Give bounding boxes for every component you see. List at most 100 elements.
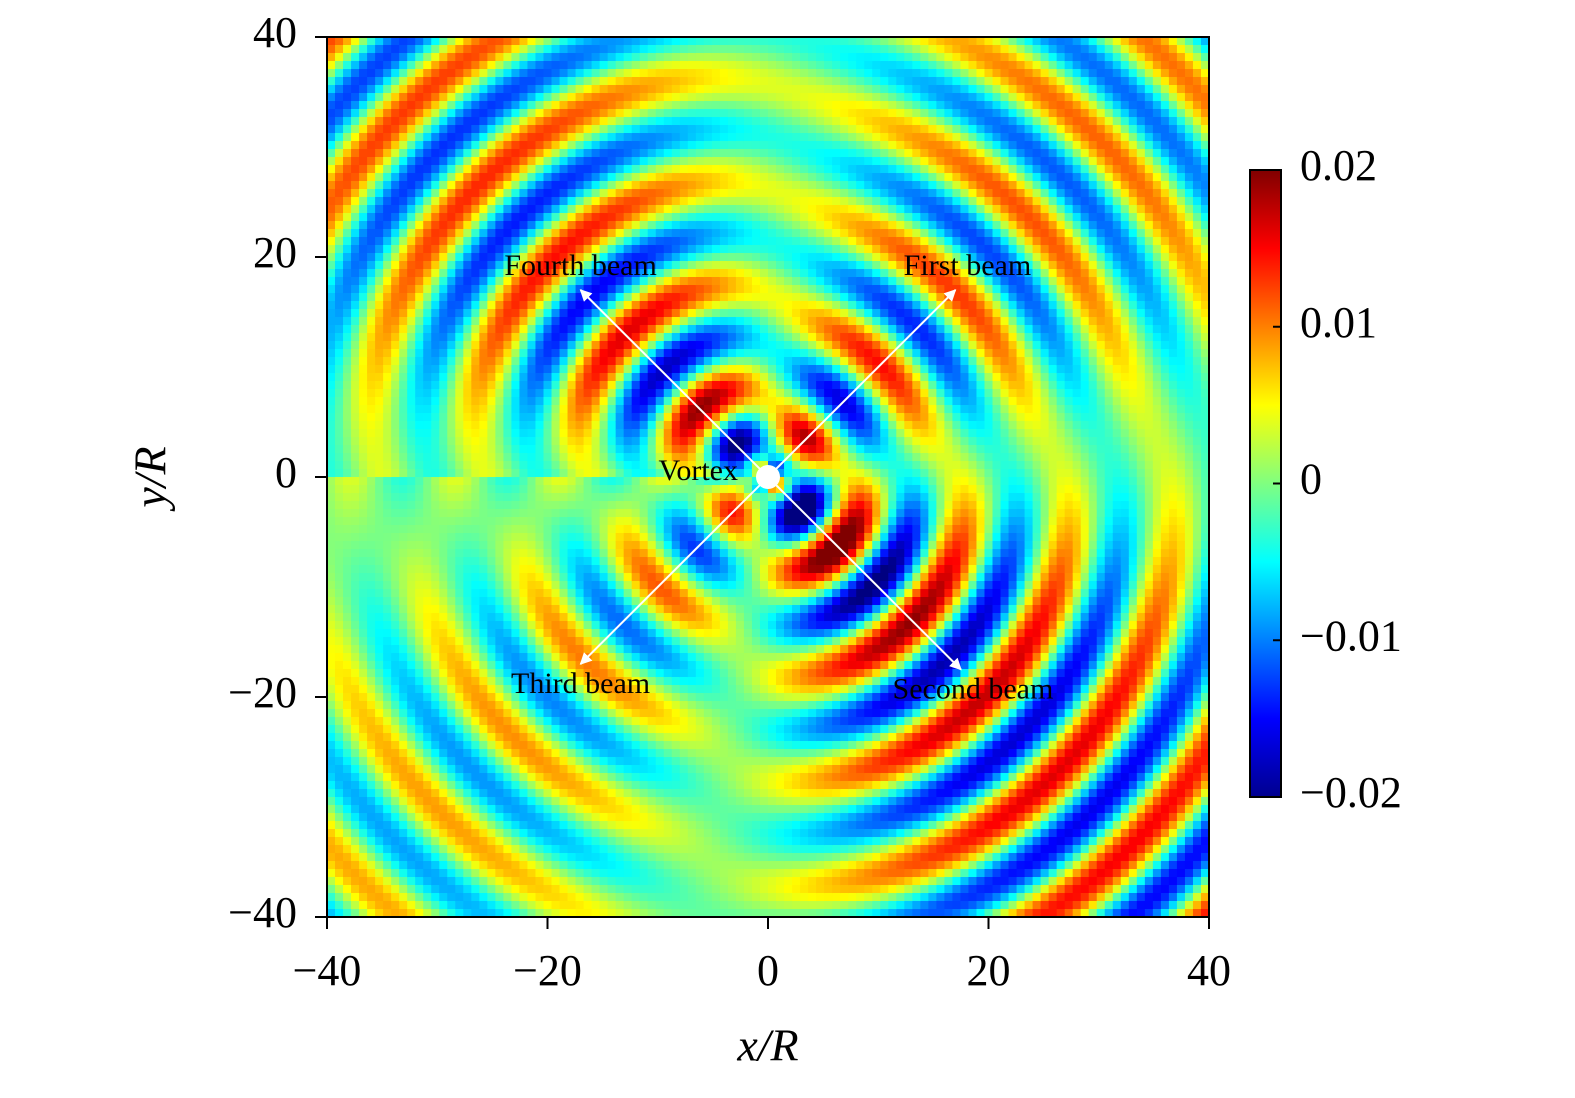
field-cell [679, 589, 689, 598]
field-cell [327, 885, 336, 894]
field-cell [439, 429, 448, 438]
field-cell [383, 757, 392, 766]
field-cell [383, 893, 392, 902]
field-cell [343, 493, 352, 502]
field-cell [423, 189, 432, 198]
field-cell [455, 733, 464, 742]
field-cell [343, 477, 352, 486]
field-cell [575, 469, 585, 478]
field-cell [639, 493, 649, 502]
field-cell [463, 573, 472, 582]
field-cell [503, 653, 513, 662]
field-cell [655, 109, 665, 118]
field-cell [407, 61, 416, 70]
field-cell [615, 173, 625, 182]
field-cell [471, 173, 480, 182]
field-cell [511, 133, 521, 142]
field-cell [591, 869, 601, 878]
field-cell [343, 309, 352, 318]
field-cell [375, 661, 384, 670]
field-cell [447, 549, 456, 558]
field-cell [335, 541, 344, 550]
field-cell [359, 53, 368, 62]
field-cell [639, 893, 649, 902]
field-cell [327, 101, 336, 110]
field-cell [407, 453, 416, 462]
field-cell [367, 317, 376, 326]
field-cell [487, 693, 496, 702]
field-cell [431, 349, 440, 358]
field-cell [559, 517, 569, 526]
field-cell [567, 389, 577, 398]
field-cell [447, 589, 456, 598]
field-cell [655, 525, 665, 534]
field-cell [583, 757, 593, 766]
field-cell [679, 893, 689, 902]
field-cell [415, 205, 424, 214]
field-cell [527, 749, 537, 758]
field-cell [519, 645, 529, 654]
field-cell [391, 637, 400, 646]
field-cell [647, 501, 657, 510]
field-cell [543, 429, 553, 438]
field-cell [551, 741, 561, 750]
field-cell [607, 821, 617, 830]
field-cell [423, 765, 432, 774]
field-cell [503, 757, 513, 766]
field-cell [495, 69, 504, 78]
field-cell [623, 165, 633, 174]
field-cell [487, 69, 496, 78]
field-cell [655, 901, 665, 910]
field-cell [423, 605, 432, 614]
field-cell [415, 517, 424, 526]
field-cell [647, 349, 657, 358]
field-cell [343, 501, 352, 510]
field-cell [415, 749, 424, 758]
field-cell [623, 109, 633, 118]
field-cell [359, 805, 368, 814]
field-cell [495, 437, 504, 446]
field-cell [511, 821, 521, 830]
field-cell [375, 845, 384, 854]
field-cell [535, 725, 545, 734]
field-cell [351, 829, 360, 838]
field-cell [439, 445, 448, 454]
field-cell [327, 93, 336, 102]
field-cell [535, 509, 545, 518]
field-cell [383, 829, 392, 838]
field-cell [471, 773, 480, 782]
field-cell [463, 853, 472, 862]
field-cell [479, 893, 488, 902]
field-cell [327, 645, 336, 654]
field-cell [647, 453, 657, 462]
field-cell [575, 181, 585, 190]
field-cell [343, 429, 352, 438]
field-cell [447, 285, 456, 294]
field-cell [599, 701, 609, 710]
field-cell [495, 701, 504, 710]
field-cell [359, 781, 368, 790]
field-cell [607, 389, 617, 398]
field-cell [575, 701, 585, 710]
field-cell [487, 229, 496, 238]
field-cell [607, 309, 617, 318]
field-cell [535, 533, 545, 542]
field-cell [359, 125, 368, 134]
field-cell [471, 741, 480, 750]
field-cell [343, 421, 352, 430]
field-cell [663, 285, 673, 294]
field-cell [351, 669, 360, 678]
field-cell [567, 661, 577, 670]
field-cell [535, 357, 545, 366]
field-cell [487, 741, 496, 750]
field-cell [639, 45, 649, 54]
field-cell [623, 861, 633, 870]
field-cell [671, 845, 681, 854]
field-cell [623, 445, 633, 454]
field-cell [623, 221, 633, 230]
field-cell [383, 325, 392, 334]
field-cell [455, 869, 464, 878]
field-cell [551, 85, 561, 94]
field-cell [375, 381, 384, 390]
field-cell [535, 205, 545, 214]
